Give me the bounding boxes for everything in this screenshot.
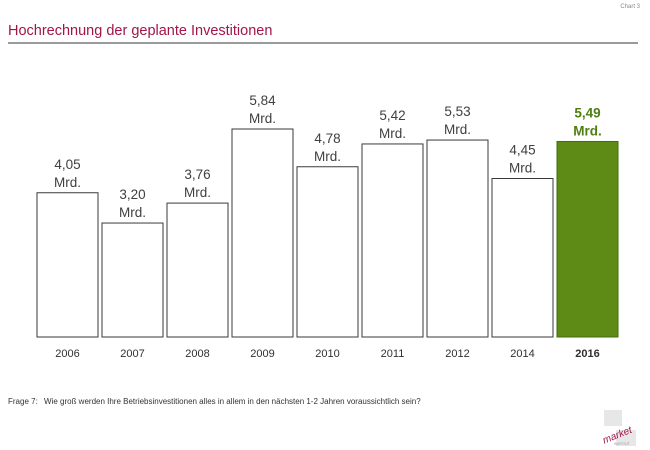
- page-title: Hochrechnung der geplante Investitionen: [8, 23, 273, 39]
- unit-label-2008: Mrd.: [184, 185, 211, 200]
- unit-label-2014: Mrd.: [509, 161, 536, 176]
- x-tick-2006: 2006: [55, 348, 79, 360]
- title-divider: [8, 42, 638, 44]
- x-tick-2012: 2012: [445, 348, 469, 360]
- bar-2012: [426, 139, 489, 338]
- bar-2014: [491, 178, 554, 338]
- x-tick-2014: 2014: [510, 348, 534, 360]
- unit-label-2012: Mrd.: [444, 122, 471, 137]
- bar-2010: [296, 166, 359, 338]
- unit-label-2010: Mrd.: [314, 149, 341, 164]
- value-label-2007: 3,20: [119, 187, 145, 202]
- question-text: Wie groß werden Ihre Betriebsinvestition…: [44, 397, 421, 406]
- question-number: Frage 7:: [8, 397, 38, 406]
- value-label-2006: 4,05: [54, 157, 80, 172]
- market-institut-logo: market INSTITUT: [601, 410, 636, 446]
- value-label-2009: 5,84: [249, 93, 276, 108]
- x-tick-2011: 2011: [381, 348, 405, 360]
- value-label-2011: 5,42: [379, 108, 405, 123]
- unit-label-2006: Mrd.: [54, 175, 81, 190]
- survey-question: Frage 7: Wie groß werden Ihre Betriebsinv…: [8, 397, 421, 406]
- unit-label-2009: Mrd.: [249, 111, 276, 126]
- chart-number-label: Chart 3: [620, 4, 640, 10]
- unit-label-2011: Mrd.: [379, 126, 406, 141]
- x-tick-2016: 2016: [575, 348, 599, 360]
- bar-2011: [361, 143, 424, 338]
- bar-2008: [166, 202, 229, 338]
- x-tick-2007: 2007: [120, 348, 144, 360]
- bar-2006: [36, 192, 99, 338]
- value-label-2010: 4,78: [314, 131, 340, 146]
- x-tick-2008: 2008: [185, 348, 209, 360]
- bar-chart: 4,05 Mrd. 2006 3,20 Mrd. 2007 3,76 Mrd. 2008 5,84…: [36, 93, 619, 360]
- x-tick-2009: 2009: [250, 348, 274, 360]
- bar-2007: [101, 222, 164, 338]
- value-label-2008: 3,76: [184, 167, 210, 182]
- unit-label-2016: Mrd.: [573, 123, 602, 138]
- value-label-2012: 5,53: [444, 104, 470, 119]
- x-tick-2010: 2010: [315, 348, 339, 360]
- bar-2009: [231, 128, 294, 338]
- value-label-2016: 5,49: [574, 105, 600, 120]
- value-label-2014: 4,45: [509, 143, 535, 158]
- bar-2016: [556, 140, 619, 338]
- logo-subtext: INSTITUT: [614, 442, 631, 446]
- unit-label-2007: Mrd.: [119, 205, 146, 220]
